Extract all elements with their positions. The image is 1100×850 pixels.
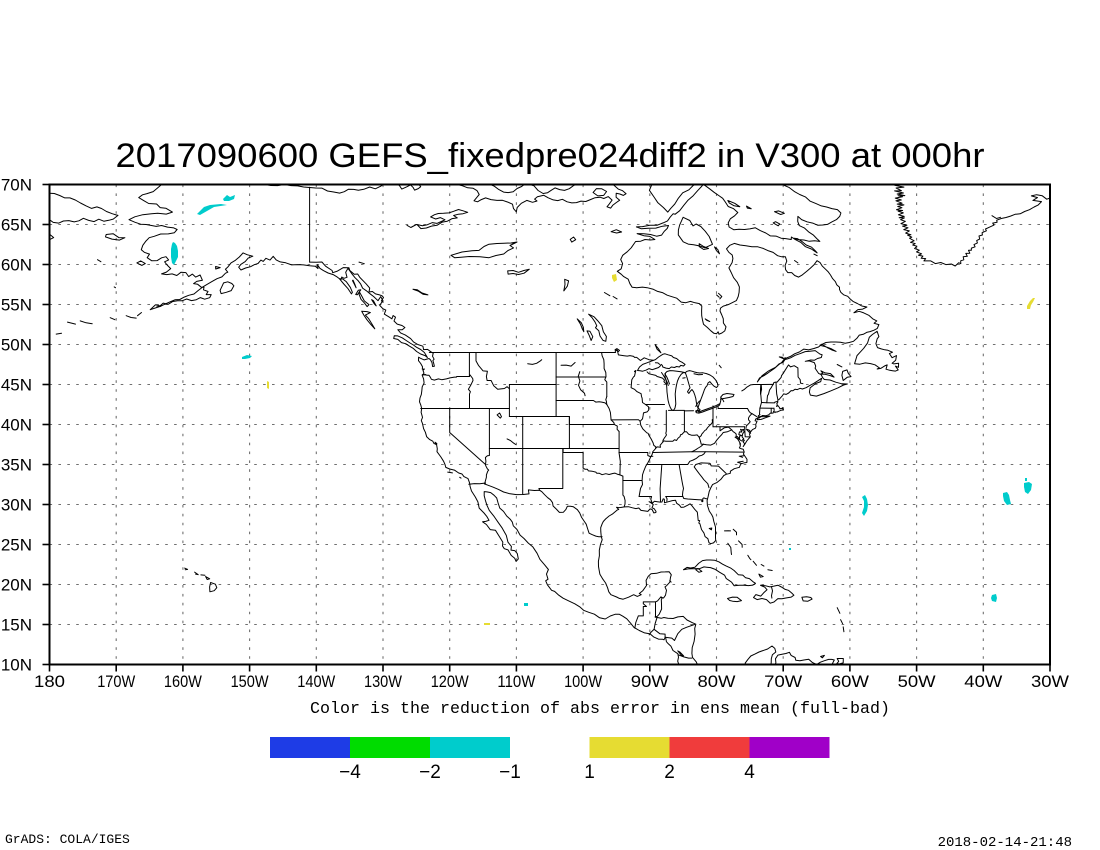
svg-text:160W: 160W bbox=[164, 672, 202, 691]
svg-text:2017090600 GEFS_fixedpre024dif: 2017090600 GEFS_fixedpre024diff2 in V300… bbox=[116, 137, 985, 175]
svg-text:10N: 10N bbox=[1, 656, 32, 675]
svg-text:140W: 140W bbox=[297, 672, 335, 691]
svg-text:110W: 110W bbox=[497, 672, 535, 691]
svg-text:35N: 35N bbox=[1, 456, 32, 475]
svg-text:1: 1 bbox=[584, 762, 595, 783]
svg-text:150W: 150W bbox=[231, 672, 269, 691]
svg-text:2: 2 bbox=[664, 762, 675, 783]
svg-text:50N: 50N bbox=[1, 336, 32, 355]
svg-text:40W: 40W bbox=[964, 672, 1002, 691]
svg-text:65N: 65N bbox=[1, 216, 32, 235]
svg-text:2018-02-14-21:48: 2018-02-14-21:48 bbox=[938, 835, 1072, 850]
svg-text:130W: 130W bbox=[364, 672, 402, 691]
svg-text:4: 4 bbox=[744, 762, 755, 783]
svg-text:30N: 30N bbox=[1, 496, 32, 515]
svg-text:50W: 50W bbox=[898, 672, 936, 691]
svg-text:GrADS: COLA/IGES: GrADS: COLA/IGES bbox=[5, 832, 130, 847]
svg-text:60W: 60W bbox=[831, 672, 869, 691]
svg-text:15N: 15N bbox=[1, 616, 32, 635]
svg-text:60N: 60N bbox=[1, 256, 32, 275]
svg-text:100W: 100W bbox=[564, 672, 602, 691]
svg-text:90W: 90W bbox=[631, 672, 669, 691]
svg-text:Color is the reduction of abs: Color is the reduction of abs error in e… bbox=[310, 700, 890, 719]
svg-text:70N: 70N bbox=[1, 176, 32, 195]
svg-text:−4: −4 bbox=[339, 762, 361, 783]
svg-text:30W: 30W bbox=[1031, 672, 1069, 691]
svg-text:70W: 70W bbox=[764, 672, 802, 691]
svg-text:25N: 25N bbox=[1, 536, 32, 555]
svg-text:40N: 40N bbox=[1, 416, 32, 435]
svg-text:20N: 20N bbox=[1, 576, 32, 595]
svg-text:180: 180 bbox=[34, 672, 65, 691]
svg-text:45N: 45N bbox=[1, 376, 32, 395]
svg-text:120W: 120W bbox=[431, 672, 469, 691]
svg-text:55N: 55N bbox=[1, 296, 32, 315]
svg-text:−1: −1 bbox=[499, 762, 521, 783]
svg-text:−2: −2 bbox=[419, 762, 441, 783]
svg-text:170W: 170W bbox=[97, 672, 135, 691]
svg-text:80W: 80W bbox=[698, 672, 736, 691]
